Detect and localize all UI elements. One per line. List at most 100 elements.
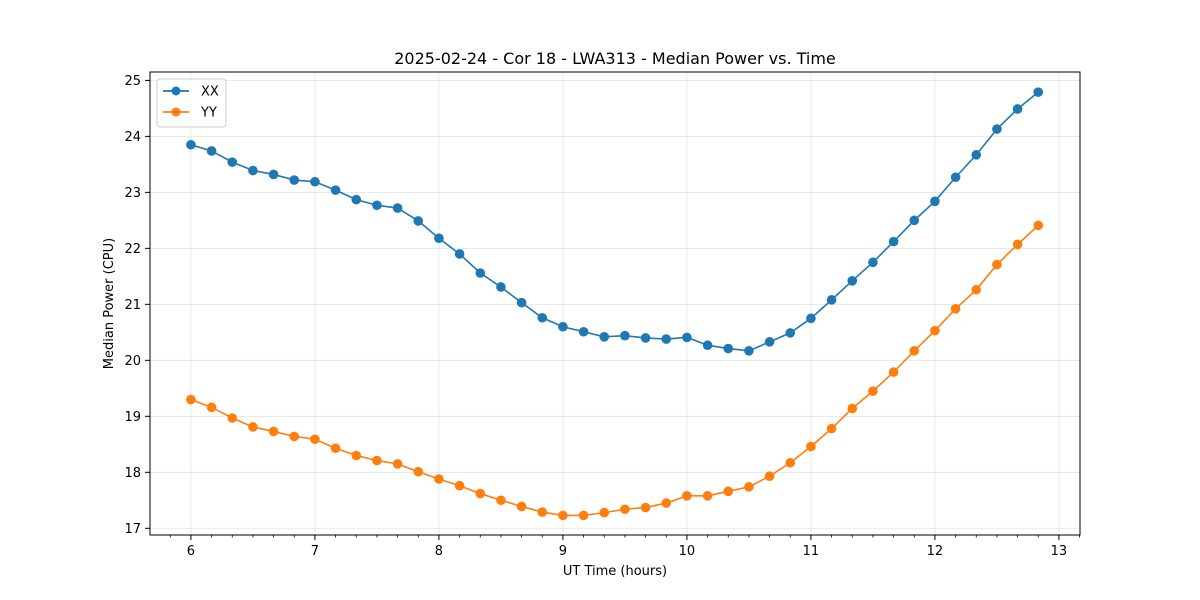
data-point-xx (1033, 87, 1044, 97)
data-point-xx (826, 295, 837, 305)
data-point-xx (847, 276, 858, 286)
data-point-xx (661, 334, 672, 344)
chart-title: 2025-02-24 - Cor 18 - LWA313 - Median Po… (394, 49, 836, 68)
data-point-yy (434, 474, 444, 484)
data-point-yy (1033, 220, 1044, 231)
data-point-xx (620, 330, 630, 341)
x-axis: 6 7 8 9 10 11 12 13 (169, 535, 1080, 559)
data-point-yy (496, 495, 506, 506)
data-point-xx (640, 333, 651, 343)
y-tick-label: 21 (124, 298, 141, 313)
data-point-xx (289, 175, 300, 185)
data-point-yy (785, 457, 796, 468)
data-point-yy (578, 510, 589, 521)
data-point-xx (268, 169, 279, 180)
data-point-xx (599, 332, 610, 342)
data-point-yy (723, 486, 734, 497)
data-point-xx (888, 236, 899, 247)
data-point-xx (413, 216, 424, 226)
data-point-xx (248, 165, 258, 176)
data-point-xx (578, 326, 589, 337)
data-point-yy (330, 443, 341, 454)
data-point-yy (826, 423, 837, 434)
y-tick-label: 25 (124, 74, 141, 89)
x-axis-label: UT Time (hours) (563, 564, 667, 579)
data-point-yy (227, 413, 238, 423)
data-point-yy (537, 507, 548, 517)
data-point-yy (702, 491, 713, 501)
x-tick-label: 10 (679, 544, 696, 559)
y-tick-label: 17 (124, 522, 141, 537)
data-point-xx (992, 124, 1002, 134)
data-point-yy (992, 259, 1002, 270)
data-point-yy (413, 466, 424, 477)
data-point-yy (847, 403, 858, 414)
data-point-yy (516, 501, 527, 512)
data-point-xx (909, 215, 920, 226)
data-point-yy (620, 504, 630, 515)
y-tick-label: 19 (124, 410, 141, 425)
y-tick-label: 20 (124, 354, 141, 369)
data-point-xx (744, 346, 754, 356)
data-point-yy (971, 284, 982, 295)
data-point-yy (372, 455, 382, 466)
x-tick-label: 12 (927, 544, 944, 559)
data-point-xx (206, 146, 217, 156)
y-axis: 17 18 19 20 21 22 23 24 25 (124, 74, 150, 537)
legend-marker-xx (171, 86, 181, 96)
data-point-yy (392, 459, 403, 469)
x-tick-label: 7 (311, 544, 319, 559)
x-tick-label: 9 (559, 544, 567, 559)
data-point-xx (806, 313, 816, 324)
data-point-xx (454, 249, 465, 259)
y-tick-label: 24 (124, 130, 141, 145)
data-point-yy (950, 304, 961, 314)
data-point-yy (744, 482, 754, 492)
data-point-yy (558, 510, 568, 521)
data-point-yy (351, 450, 362, 461)
data-point-yy (764, 471, 775, 482)
legend-label-yy: YY (200, 106, 217, 121)
y-axis-label: Median Power (CPU) (102, 238, 117, 369)
plot-frame (149, 71, 1081, 536)
data-point-xx (950, 172, 961, 183)
data-point-yy (909, 346, 920, 356)
data-point-yy (930, 325, 940, 336)
data-point-xx (496, 282, 506, 292)
legend: XX YY (156, 78, 227, 128)
legend-marker-yy (171, 107, 181, 117)
data-point-yy (268, 426, 279, 437)
data-point-xx (930, 196, 940, 207)
data-point-yy (661, 498, 672, 508)
x-tick-label: 6 (187, 544, 195, 559)
data-point-yy (248, 422, 258, 432)
grid (150, 72, 1080, 535)
data-point-xx (723, 343, 734, 354)
series-layer (186, 87, 1044, 521)
data-point-xx (392, 203, 403, 213)
data-point-xx (702, 340, 713, 351)
data-point-xx (971, 150, 982, 160)
data-point-yy (206, 402, 217, 413)
legend-label-xx: XX (201, 85, 219, 100)
data-point-xx (868, 257, 878, 268)
data-point-yy (289, 431, 300, 442)
data-point-yy (868, 386, 878, 396)
data-point-yy (640, 502, 651, 513)
data-point-xx (372, 200, 382, 211)
data-point-xx (475, 268, 486, 278)
data-point-yy (475, 488, 486, 499)
y-tick-label: 18 (124, 466, 141, 481)
data-point-xx (186, 139, 196, 150)
data-point-yy (599, 507, 610, 518)
data-point-xx (1012, 104, 1023, 114)
y-tick-label: 23 (124, 186, 141, 201)
data-point-xx (330, 185, 341, 195)
data-point-xx (785, 328, 796, 338)
data-point-xx (310, 176, 320, 187)
data-point-yy (454, 480, 465, 491)
data-point-xx (682, 332, 692, 343)
data-point-xx (516, 297, 527, 308)
data-point-yy (682, 491, 692, 501)
